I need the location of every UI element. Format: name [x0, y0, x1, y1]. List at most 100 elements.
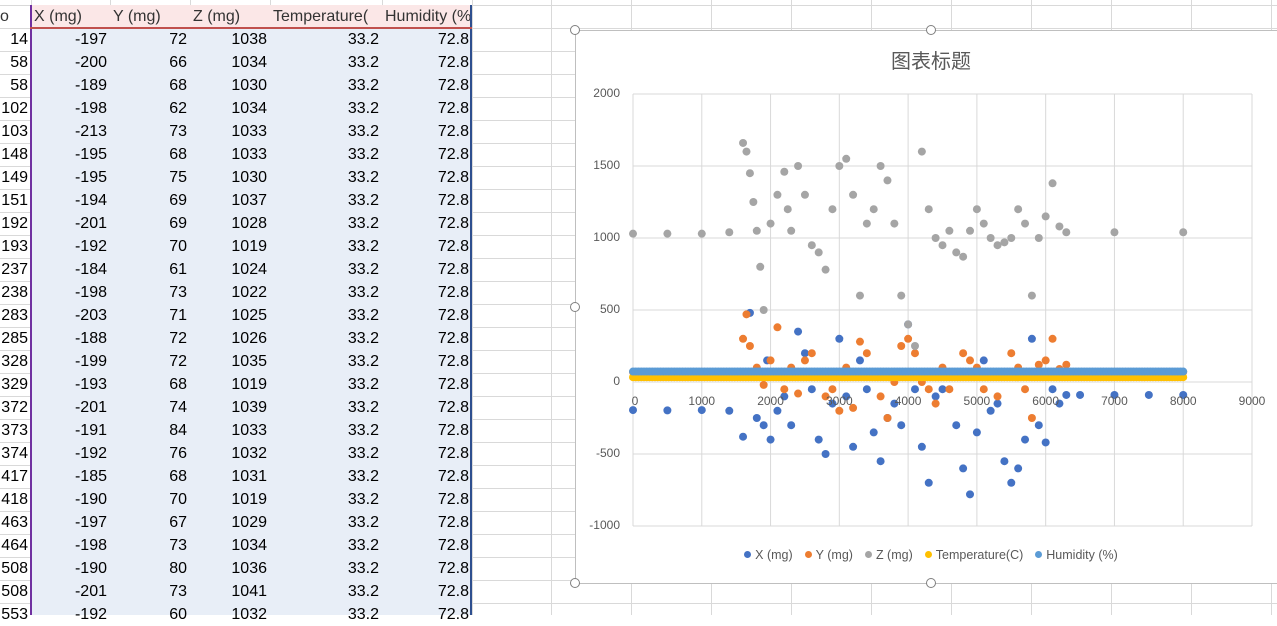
data-point[interactable] — [1055, 222, 1064, 231]
data-cell[interactable]: -198 — [74, 537, 107, 554]
data-point[interactable] — [1179, 367, 1188, 376]
data-cell[interactable]: 192 — [1, 215, 28, 232]
data-cell[interactable]: 33.2 — [347, 100, 379, 117]
data-cell[interactable]: 151 — [1, 192, 28, 209]
data-cell[interactable]: 33.2 — [347, 376, 379, 393]
data-point[interactable] — [904, 334, 913, 343]
data-cell[interactable]: -213 — [74, 123, 107, 140]
data-cell[interactable]: -184 — [74, 261, 107, 278]
plot-area[interactable] — [576, 31, 1277, 585]
data-cell[interactable]: 75 — [169, 169, 187, 186]
data-point[interactable] — [1062, 360, 1071, 369]
data-point[interactable] — [1110, 390, 1119, 399]
data-cell[interactable]: 33.2 — [347, 606, 379, 623]
data-point[interactable] — [1034, 360, 1043, 369]
data-cell[interactable]: 1031 — [231, 468, 267, 485]
data-cell[interactable]: 1036 — [231, 560, 267, 577]
data-cell[interactable]: 148 — [1, 146, 28, 163]
resize-handle-top-left[interactable] — [570, 25, 580, 35]
data-cell[interactable]: 285 — [1, 330, 28, 347]
data-cell[interactable]: 72.8 — [437, 606, 469, 623]
data-point[interactable] — [883, 176, 892, 185]
data-cell[interactable]: 72.8 — [437, 146, 469, 163]
data-point[interactable] — [1048, 179, 1057, 188]
data-cell[interactable]: 33.2 — [347, 238, 379, 255]
data-cell[interactable]: -190 — [74, 560, 107, 577]
data-cell[interactable]: 72.8 — [437, 77, 469, 94]
data-cell[interactable]: 80 — [169, 560, 187, 577]
data-point[interactable] — [897, 421, 906, 430]
data-cell[interactable]: 58 — [10, 77, 28, 94]
data-point[interactable] — [855, 291, 864, 300]
data-cell[interactable]: 61 — [169, 261, 187, 278]
data-cell[interactable]: 62 — [169, 100, 187, 117]
data-point[interactable] — [663, 406, 672, 415]
data-point[interactable] — [931, 399, 940, 408]
data-cell[interactable]: 72.8 — [437, 468, 469, 485]
data-point[interactable] — [794, 327, 803, 336]
data-point[interactable] — [739, 138, 748, 147]
data-point[interactable] — [1000, 238, 1009, 247]
data-cell[interactable]: -192 — [74, 238, 107, 255]
data-point[interactable] — [897, 291, 906, 300]
data-point[interactable] — [1007, 478, 1016, 487]
data-cell[interactable]: 72.8 — [437, 31, 469, 48]
data-point[interactable] — [862, 219, 871, 228]
data-point[interactable] — [766, 356, 775, 365]
data-point[interactable] — [952, 421, 961, 430]
data-cell[interactable]: 72.8 — [437, 238, 469, 255]
data-point[interactable] — [938, 385, 947, 394]
data-point[interactable] — [876, 457, 885, 466]
resize-handle-bottom-left[interactable] — [570, 578, 580, 588]
data-point[interactable] — [773, 190, 782, 199]
data-cell[interactable]: -195 — [74, 146, 107, 163]
data-point[interactable] — [890, 219, 899, 228]
data-cell[interactable]: 68 — [169, 77, 187, 94]
data-point[interactable] — [1000, 457, 1009, 466]
data-point[interactable] — [966, 490, 975, 499]
data-point[interactable] — [1110, 228, 1119, 237]
data-cell[interactable]: 1034 — [231, 537, 267, 554]
data-point[interactable] — [828, 399, 837, 408]
data-cell[interactable]: 72.8 — [437, 169, 469, 186]
data-cell[interactable]: 103 — [1, 123, 28, 140]
data-cell[interactable]: 68 — [169, 146, 187, 163]
data-cell[interactable]: 1032 — [231, 445, 267, 462]
data-point[interactable] — [800, 356, 809, 365]
data-point[interactable] — [842, 392, 851, 401]
data-point[interactable] — [1027, 414, 1036, 422]
legend-item[interactable]: Z (mg) — [864, 548, 913, 562]
data-cell[interactable]: 464 — [1, 537, 28, 554]
data-point[interactable] — [1062, 390, 1071, 399]
data-cell[interactable]: 1025 — [231, 307, 267, 324]
data-point[interactable] — [890, 399, 899, 408]
data-cell[interactable]: 33.2 — [347, 146, 379, 163]
data-cell[interactable]: 72.8 — [437, 54, 469, 71]
data-cell[interactable]: 33.2 — [347, 261, 379, 278]
data-point[interactable] — [697, 229, 706, 238]
data-cell[interactable]: 1034 — [231, 100, 267, 117]
data-cell[interactable]: 66 — [169, 54, 187, 71]
data-cell[interactable]: 1038 — [231, 31, 267, 48]
data-cell[interactable]: -192 — [74, 606, 107, 623]
header-cell[interactable]: Z (mg) — [193, 8, 241, 25]
data-point[interactable] — [1179, 390, 1188, 399]
data-point[interactable] — [752, 226, 761, 235]
data-cell[interactable]: 76 — [169, 445, 187, 462]
data-point[interactable] — [629, 406, 637, 415]
data-cell[interactable]: -201 — [74, 215, 107, 232]
data-cell[interactable]: 1032 — [231, 606, 267, 623]
data-point[interactable] — [1027, 291, 1036, 300]
data-point[interactable] — [800, 190, 809, 199]
data-cell[interactable]: -191 — [74, 422, 107, 439]
data-point[interactable] — [1048, 385, 1057, 394]
data-cell[interactable]: 373 — [1, 422, 28, 439]
data-point[interactable] — [876, 392, 885, 401]
data-cell[interactable]: -200 — [74, 54, 107, 71]
data-cell[interactable]: -197 — [74, 514, 107, 531]
data-point[interactable] — [1021, 435, 1030, 444]
data-point[interactable] — [952, 248, 961, 257]
data-point[interactable] — [862, 385, 871, 394]
data-point[interactable] — [883, 414, 892, 422]
data-point[interactable] — [1179, 228, 1188, 237]
